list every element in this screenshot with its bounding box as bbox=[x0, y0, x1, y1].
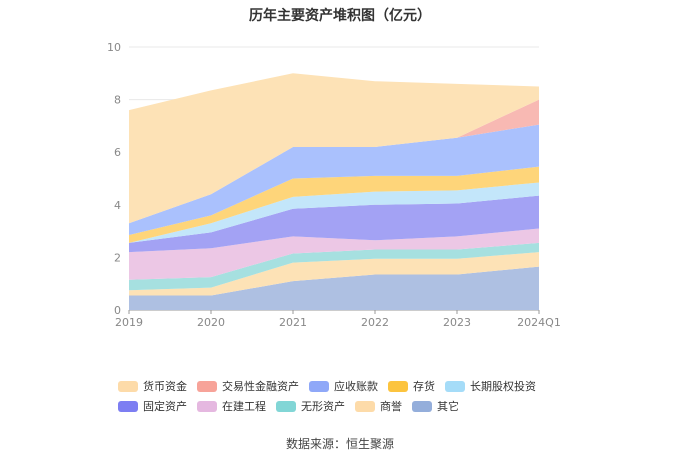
area-长期股权投资[interactable] bbox=[129, 182, 539, 243]
legend-swatch bbox=[388, 380, 408, 392]
legend-item[interactable]: 货币资金 bbox=[118, 376, 187, 396]
area-商誉[interactable] bbox=[129, 252, 539, 296]
axes: 0 2 4 6 8 10 2019 2020 2021 2022 2023 2024Q1 bbox=[107, 41, 561, 329]
y-tick-label: 10 bbox=[107, 41, 121, 54]
legend-label: 货币资金 bbox=[143, 380, 187, 393]
legend-item[interactable]: 其它 bbox=[412, 396, 459, 416]
area-series bbox=[129, 73, 539, 310]
area-货币资金[interactable] bbox=[129, 73, 539, 224]
area-其它[interactable] bbox=[129, 266, 539, 310]
y-tick-label: 6 bbox=[114, 146, 121, 159]
area-在建工程[interactable] bbox=[129, 228, 539, 280]
legend-label: 存货 bbox=[413, 380, 435, 393]
chart-title: 历年主要资产堆积图（亿元） bbox=[249, 7, 431, 24]
legend-swatch bbox=[412, 400, 432, 412]
legend-item[interactable]: 长期股权投资 bbox=[445, 376, 536, 396]
legend: 货币资金 交易性金融资产 应收账款 存货 长期股权投资固定资产 在建工程 无形资产 商誉 其它 bbox=[118, 376, 588, 416]
legend-swatch bbox=[118, 400, 138, 412]
x-tick-label: 2022 bbox=[361, 316, 389, 329]
y-tick-label: 0 bbox=[114, 304, 121, 317]
stacked-area-chart: 历年主要资产堆积图（亿元） 0 2 4 6 8 10 2019 2020 2021 2022 202… bbox=[107, 7, 561, 329]
legend-label: 其它 bbox=[437, 400, 459, 413]
x-tick-label: 2024Q1 bbox=[517, 316, 561, 329]
legend-item[interactable]: 存货 bbox=[388, 376, 435, 396]
legend-swatch bbox=[445, 380, 465, 392]
data-source-note: 数据来源：恒生聚源 bbox=[285, 437, 394, 451]
legend-item[interactable]: 应收账款 bbox=[309, 376, 378, 396]
y-tick-label: 4 bbox=[114, 199, 121, 212]
legend-item[interactable]: 固定资产 bbox=[118, 396, 187, 416]
legend-label: 长期股权投资 bbox=[470, 380, 536, 393]
area-固定资产[interactable] bbox=[129, 195, 539, 253]
legend-swatch bbox=[355, 400, 375, 412]
legend-swatch bbox=[276, 400, 296, 412]
legend-item[interactable]: 在建工程 bbox=[197, 396, 266, 416]
legend-item[interactable]: 交易性金融资产 bbox=[197, 376, 299, 396]
legend-swatch bbox=[197, 400, 217, 412]
x-tick-label: 2023 bbox=[443, 316, 471, 329]
area-无形资产[interactable] bbox=[129, 242, 539, 291]
legend-item[interactable]: 商誉 bbox=[355, 396, 402, 416]
legend-item[interactable]: 无形资产 bbox=[276, 396, 345, 416]
legend-label: 在建工程 bbox=[222, 400, 266, 413]
x-tick-label: 2021 bbox=[279, 316, 307, 329]
area-应收账款[interactable] bbox=[129, 124, 539, 236]
area-存货[interactable] bbox=[129, 166, 539, 243]
legend-label: 交易性金融资产 bbox=[222, 380, 299, 393]
legend-label: 无形资产 bbox=[301, 400, 345, 413]
legend-swatch bbox=[118, 380, 138, 392]
y-tick-label: 2 bbox=[114, 251, 121, 264]
legend-swatch bbox=[197, 380, 217, 392]
legend-label: 商誉 bbox=[380, 400, 402, 413]
legend-label: 固定资产 bbox=[143, 400, 187, 413]
x-tick-label: 2019 bbox=[115, 316, 143, 329]
x-tick-label: 2020 bbox=[197, 316, 225, 329]
y-tick-label: 8 bbox=[114, 94, 121, 107]
legend-label: 应收账款 bbox=[334, 380, 378, 393]
legend-swatch bbox=[309, 380, 329, 392]
